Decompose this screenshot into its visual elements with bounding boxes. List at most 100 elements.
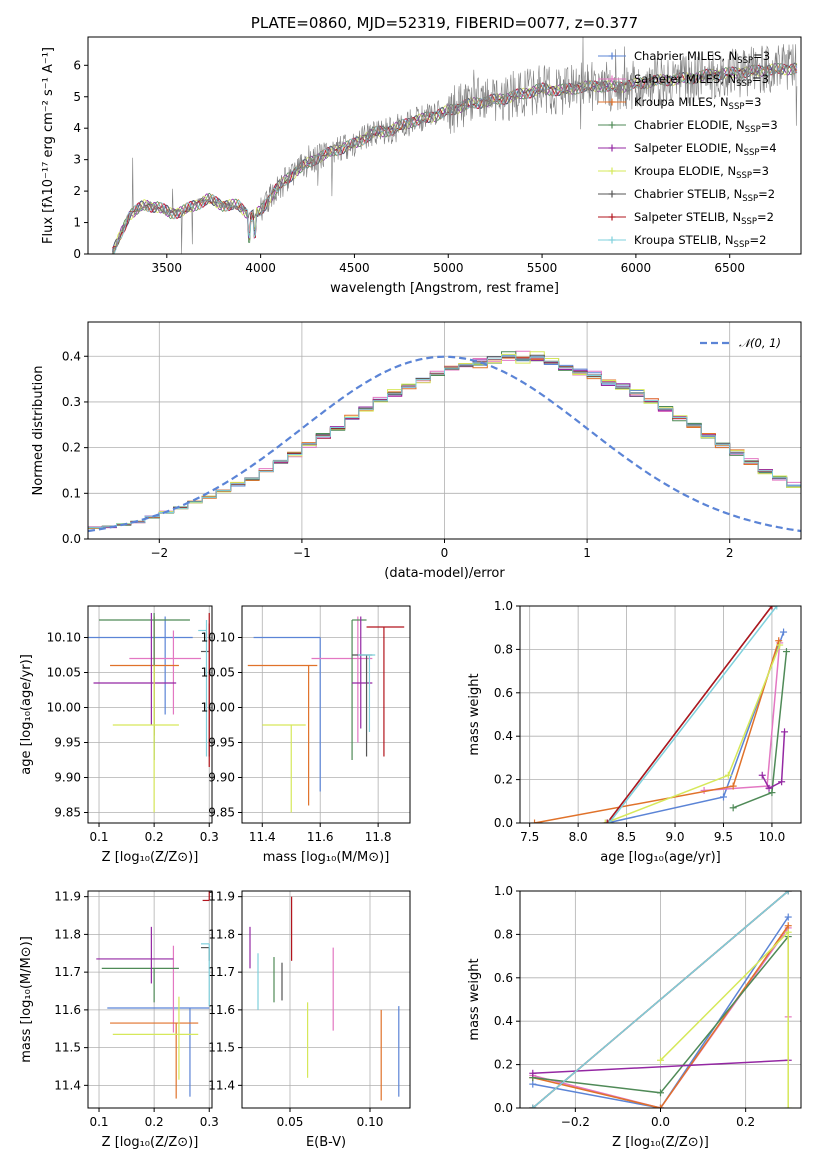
y-tick-label: 9.85 — [54, 806, 81, 820]
legend-entry: Salpeter ELODIE, NSSP=4 — [598, 141, 777, 158]
y-tick-label: 11.4 — [208, 1078, 235, 1092]
series-line — [606, 606, 773, 823]
axes-frame — [87, 36, 802, 255]
x-tick-label: 5500 — [527, 261, 558, 275]
x-tick-label: 11.4 — [249, 830, 276, 844]
series — [657, 928, 792, 1108]
error-bar — [247, 664, 318, 806]
x-tick-label: 9.0 — [665, 830, 684, 844]
x-tick-label: 0.10 — [357, 1115, 384, 1129]
y-tick-label: 6 — [73, 58, 81, 72]
y-axis-label: Normed distribution — [31, 366, 46, 496]
legend-label: Kroupa ELODIE, NSSP=3 — [634, 164, 769, 181]
legend: 𝒩(0, 1) — [700, 336, 781, 350]
series-line — [532, 925, 789, 1108]
x-tick-label: 0 — [441, 546, 449, 560]
error-bar — [262, 724, 306, 813]
y-tick-label: 0.4 — [62, 349, 81, 363]
legend-label: Chabrier MILES, NSSP=3 — [634, 49, 770, 66]
x-tick-label: 4000 — [245, 261, 276, 275]
x-tick-label: 1 — [583, 546, 591, 560]
y-tick-label: 5 — [73, 90, 81, 104]
legend-label: Kroupa STELIB, NSSP=2 — [634, 233, 766, 250]
y-tick-label: 0.2 — [62, 441, 81, 455]
y-tick-label: 1 — [73, 216, 81, 230]
y-tick-label: 11.9 — [208, 890, 235, 904]
x-tick-label: 9.5 — [714, 830, 733, 844]
error-bar — [202, 891, 210, 902]
legend-label: Chabrier STELIB, NSSP=2 — [634, 187, 775, 204]
series — [700, 639, 784, 794]
x-axis-label: Z [log₁₀(Z/Z⊙)] — [102, 850, 199, 865]
plot-area — [249, 896, 400, 1101]
x-tick-label: 0.2 — [145, 830, 164, 844]
y-tick-label: 4 — [73, 121, 81, 135]
y-tick-label: 10.05 — [201, 666, 235, 680]
series-line — [608, 606, 778, 823]
error-bar — [110, 1022, 199, 1099]
y-axis-label: mass [log₁₀(M/M⊙)] — [19, 936, 34, 1063]
x-tick-label: 0.3 — [200, 1115, 219, 1129]
x-tick-label: 0.3 — [200, 830, 219, 844]
axes-frame — [519, 890, 802, 1109]
x-tick-label: 8.0 — [569, 830, 588, 844]
x-tick-label: 2 — [726, 546, 734, 560]
error-bar — [200, 943, 210, 1007]
axes-frame — [241, 890, 411, 1109]
series — [531, 637, 783, 823]
series — [601, 641, 784, 823]
error-bar — [351, 619, 367, 760]
y-tick-label: 11.8 — [54, 927, 81, 941]
error-bar — [112, 996, 199, 1080]
panel-mass_vs_Z: 0.1 0.2 0.3 11.4 11.5 11.6 11.7 11.8 11.9 Z [log₁… — [19, 890, 219, 1150]
x-tick-label: 0.0 — [651, 1115, 670, 1129]
legend-entry: Chabrier STELIB, NSSP=2 — [598, 187, 775, 204]
x-tick-label: 0.05 — [277, 1115, 304, 1129]
y-tick-label: 0 — [73, 247, 81, 261]
panel-residuals: −2 −1 0 1 2 0.0 0.1 0.2 0.3 0.4 (data-model)/error… — [31, 321, 802, 581]
y-tick-label: 10.10 — [201, 631, 235, 645]
y-tick-label: 0.8 — [494, 927, 513, 941]
series — [605, 606, 781, 823]
y-tick-label: 11.5 — [208, 1041, 235, 1055]
x-axis-label: age [log₁₀(age/yr)] — [600, 850, 721, 865]
x-tick-label: 10.0 — [759, 830, 786, 844]
panel-age_vs_mass: 11.4 11.6 11.8 9.85 9.90 9.95 10.00 10.05 10.10 m… — [201, 605, 411, 865]
error-bar — [311, 616, 373, 743]
series — [529, 913, 792, 1108]
x-tick-label: 4500 — [339, 261, 370, 275]
series — [758, 728, 789, 792]
legend-entry: Kroupa STELIB, NSSP=2 — [598, 233, 766, 250]
panel-massweight_vs_Z: −0.2 0.0 0.2 0.0 0.2 0.4 0.6 0.8 1.0 Z [log₁₀(Z/Z… — [467, 884, 802, 1150]
y-tick-label: 9.95 — [54, 736, 81, 750]
plot-area — [247, 616, 405, 813]
x-tick-label: 5000 — [433, 261, 464, 275]
x-axis-label: Z [log₁₀(Z/Z⊙)] — [612, 1135, 709, 1150]
y-tick-label: 9.95 — [208, 736, 235, 750]
y-tick-label: 11.8 — [208, 927, 235, 941]
x-tick-label: 8.5 — [617, 830, 636, 844]
axes-frame — [87, 321, 802, 540]
x-tick-label: 0.1 — [89, 1115, 108, 1129]
legend-label: Salpeter ELODIE, NSSP=4 — [634, 141, 777, 158]
x-tick-label: −1 — [293, 546, 311, 560]
y-tick-label: 9.85 — [208, 806, 235, 820]
error-bar — [101, 967, 179, 1003]
panel-spectrum: 3500 4000 4500 5000 5500 6000 6500 0 1 2 3 4 5 6 wavel… — [41, 14, 802, 296]
x-tick-label: 6500 — [714, 261, 745, 275]
y-tick-label: 11.7 — [208, 965, 235, 979]
observed-spectrum-line — [112, 37, 798, 254]
y-tick-label: 0.6 — [494, 686, 513, 700]
legend-label: Salpeter STELIB, NSSP=2 — [634, 210, 774, 227]
plot-area — [88, 350, 801, 533]
panel-age_vs_Z: 0.1 0.2 0.3 9.85 9.90 9.95 10.00 10.05 10.10 Z [l… — [19, 605, 219, 865]
error-bar — [357, 654, 376, 732]
x-tick-label: 7.5 — [520, 830, 539, 844]
normal-reference-curve — [88, 355, 801, 533]
legend-label: Chabrier ELODIE, NSSP=3 — [634, 118, 778, 135]
y-tick-label: 0.2 — [494, 773, 513, 787]
y-axis-label: mass weight — [467, 673, 482, 755]
error-bar — [107, 1007, 210, 1097]
panel-mass_vs_EBV: 0.05 0.10 11.4 11.5 11.6 11.7 11.8 11.9 E(B-V) — [208, 890, 411, 1150]
